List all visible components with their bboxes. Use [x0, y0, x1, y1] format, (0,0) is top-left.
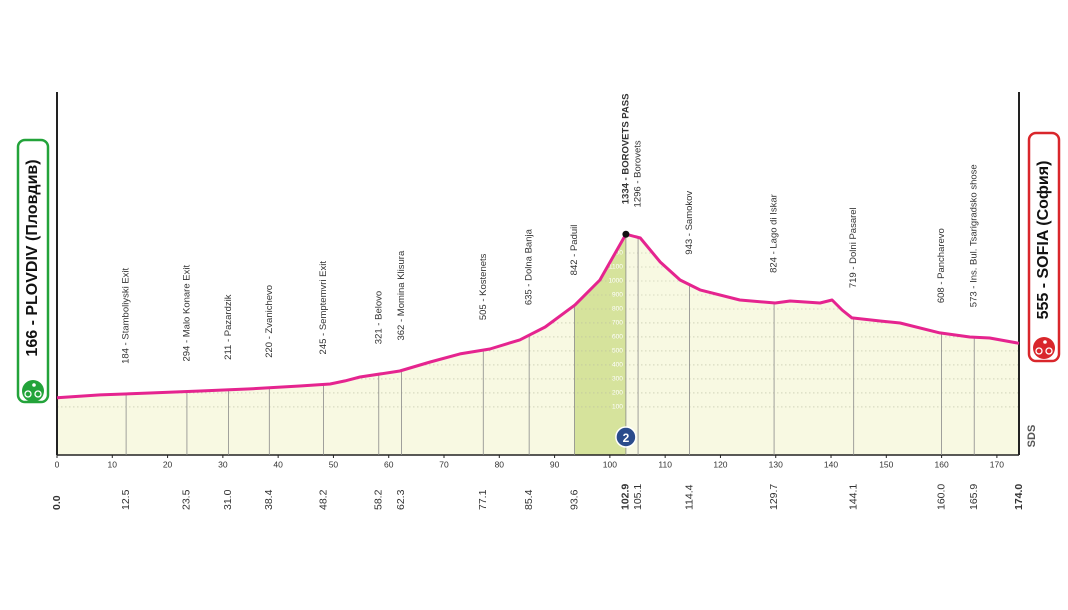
waypoint-label: 1334 - BOROVETS PASS [620, 94, 631, 205]
climb-category: 2 [623, 431, 630, 445]
waypoint-label: 211 - Pazardzik [223, 294, 234, 360]
x-tick-label: 160 [935, 459, 949, 469]
y-tick-label: 900 [612, 292, 623, 299]
km-label: 144.1 [847, 484, 859, 510]
km-label: 102.9 [620, 484, 632, 510]
waypoint-label: 1296 - Borovets [633, 140, 644, 207]
x-tick-label: 140 [824, 459, 838, 469]
start-icon [22, 380, 44, 402]
x-tick-label: 130 [769, 459, 783, 469]
y-tick-label: 700 [612, 320, 623, 327]
bike-wheel [1045, 347, 1053, 355]
bike-wheel [34, 390, 42, 398]
x-tick-label: 110 [658, 459, 672, 469]
km-label: 48.2 [317, 489, 329, 510]
waypoint-label: 505 - Kostenets [478, 253, 489, 320]
logo: SDS [1026, 425, 1038, 448]
x-tick-label: 30 [218, 459, 228, 469]
y-tick-label: 600 [612, 334, 623, 341]
y-tick-label: 200 [612, 390, 623, 397]
x-tick-label: 20 [163, 459, 173, 469]
km-label: 174.0 [1013, 484, 1025, 510]
km-label: 62.3 [395, 489, 407, 510]
waypoint-label: 573 - Ins. Bul. Tsarigradsko shose [969, 164, 980, 307]
x-tick-label: 0 [55, 459, 60, 469]
y-tick-label: 800 [612, 306, 623, 313]
km-label: 0.0 [51, 495, 63, 510]
start-icon-circle [22, 380, 44, 402]
y-tick-label: 500 [612, 348, 623, 355]
waypoint-label: 635 - Dolna Banja [524, 228, 535, 305]
waypoint-label: 608 - Pancharevo [936, 228, 947, 303]
waypoint-label: 362 - Momina Klisura [396, 250, 407, 340]
waypoint-label: 220 - Zvanichevo [264, 285, 275, 358]
x-tick-label: 10 [108, 459, 118, 469]
km-label: 129.7 [768, 484, 780, 510]
km-label: 23.5 [181, 489, 193, 510]
km-label: 85.4 [523, 489, 535, 510]
x-tick-label: 70 [439, 459, 449, 469]
y-tick-label: 400 [612, 362, 623, 369]
waypoint-label: 842 - Paduil [569, 225, 580, 276]
start-label: 166 - PLOVDIV (Пловдив) [24, 159, 41, 356]
waypoint-label: 184 - Stamboliyski Exit [121, 267, 132, 363]
x-tick-label: 90 [550, 459, 560, 469]
x-tick-label: 150 [879, 459, 893, 469]
x-tick-label: 100 [603, 459, 617, 469]
y-tick-label: 1100 [609, 264, 623, 271]
waypoint-label: 321 - Belovo [373, 291, 384, 344]
climb-area [574, 234, 626, 455]
finish-icon [1033, 337, 1055, 359]
finish-icon-circle [1033, 337, 1055, 359]
y-tick-label: 1000 [608, 278, 623, 285]
waypoint-label: 943 - Samokov [684, 191, 695, 255]
finish-box [1027, 131, 1061, 363]
x-tick-label: 120 [713, 459, 727, 469]
km-label: 12.5 [120, 489, 132, 510]
km-label: 105.1 [632, 484, 644, 510]
bike-wheel [24, 390, 32, 398]
y-tick-label: 100 [612, 404, 623, 411]
finish-label: 555 - SOFIA (София) [1035, 161, 1052, 320]
waypoint-label: 294 - Malo Konare Exit [181, 265, 192, 362]
climb-badge [615, 426, 637, 448]
waypoint-label: 245 - Semptemvri Exit [318, 261, 329, 355]
km-label: 77.1 [477, 489, 489, 510]
x-tick-label: 60 [384, 459, 394, 469]
bike-wheel [1035, 347, 1043, 355]
x-tick-label: 50 [329, 459, 339, 469]
y-tick-label: 300 [612, 376, 623, 383]
waypoint-label: 824 - Lago di Iskar [769, 194, 780, 273]
km-label: 38.4 [263, 489, 275, 510]
km-label: 165.9 [968, 484, 980, 510]
km-label: 114.4 [683, 484, 695, 510]
bike-rider [32, 383, 36, 387]
km-label: 93.6 [568, 489, 580, 510]
x-tick-label: 40 [273, 459, 283, 469]
x-tick-label: 80 [495, 459, 505, 469]
waypoint-label: 719 - Dolni Pasarel [848, 207, 859, 288]
bike-rider [1043, 340, 1047, 344]
x-tick-label: 170 [990, 459, 1004, 469]
profile-area [57, 234, 1019, 455]
summit-dot [622, 230, 630, 238]
km-label: 58.2 [373, 489, 385, 510]
km-label: 160.0 [935, 484, 947, 510]
km-label: 31.0 [222, 489, 234, 510]
